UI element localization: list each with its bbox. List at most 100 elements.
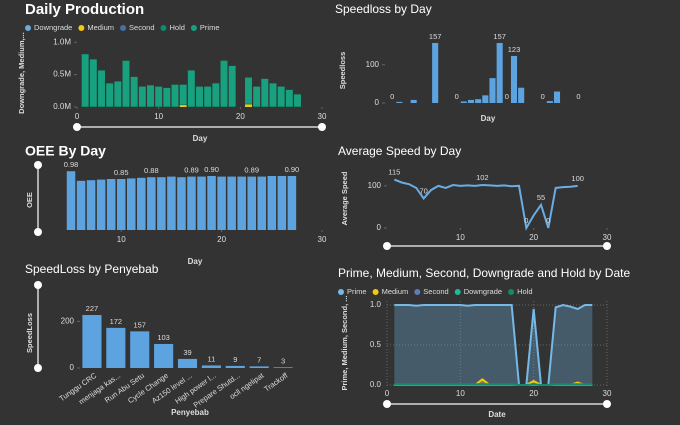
bar [212, 83, 220, 107]
data-label: 103 [157, 333, 170, 342]
data-label: 157 [133, 320, 146, 329]
data-label: 0 [576, 92, 580, 101]
bar [138, 106, 146, 107]
bar [228, 65, 236, 107]
slider[interactable] [383, 400, 611, 408]
bar [187, 176, 196, 230]
bar [207, 176, 216, 230]
bar [81, 54, 89, 107]
data-label: 3 [281, 356, 285, 365]
bar [489, 78, 496, 103]
y-axis-label: SpeedLoss [25, 313, 34, 353]
x-tick-label: 20 [529, 233, 538, 242]
bar [273, 367, 293, 368]
data-label: 70 [419, 186, 427, 195]
legend-marker [190, 25, 197, 31]
x-tick-label: 10 [154, 112, 163, 121]
x-tick-label: 20 [529, 389, 538, 398]
line [393, 178, 578, 231]
y-tick-label: 100 [366, 60, 380, 69]
y-tick-label: 0 [375, 98, 380, 107]
bar [287, 176, 297, 230]
bar [167, 176, 176, 230]
bar [171, 84, 179, 107]
bar [204, 86, 212, 107]
legend-label: Downgrade [464, 287, 502, 296]
data-label: 0.89 [184, 166, 199, 175]
chart-title: Average Speed by Day [338, 144, 461, 158]
data-label: 227 [86, 304, 99, 313]
slider[interactable] [383, 242, 611, 250]
bar [285, 89, 293, 107]
y-axis-label: Prime, Medium, Second, ... [340, 295, 349, 390]
bar [89, 59, 97, 107]
bar [467, 99, 475, 103]
bar [147, 177, 156, 230]
data-label: 0 [390, 92, 394, 101]
bar [86, 180, 96, 230]
bar [227, 176, 236, 230]
bar [546, 101, 553, 103]
bar [212, 106, 220, 107]
legend-label: Prime [200, 23, 220, 32]
data-label: 0.85 [114, 168, 129, 177]
data-label: 7 [257, 355, 261, 364]
bar [106, 106, 114, 107]
chart-title: Prime, Medium, Second, Downgrade and Hol… [338, 266, 630, 280]
bar [196, 106, 203, 107]
x-tick-label: 30 [318, 235, 327, 244]
bar [157, 177, 166, 230]
bar [201, 365, 221, 368]
bar [179, 84, 187, 105]
legend-label: Second [423, 287, 448, 296]
x-axis-label: Day [188, 257, 203, 266]
legend-label: Medium [87, 23, 114, 32]
bar [553, 91, 561, 103]
x-tick-label: 0 [385, 389, 390, 398]
data-label: 0.98 [64, 160, 79, 169]
chart-title: SpeedLoss by Penyebab [25, 262, 159, 276]
data-label: 0.89 [244, 166, 259, 175]
bar [220, 60, 228, 107]
bar [81, 106, 89, 107]
bar [496, 42, 503, 103]
bar [171, 106, 179, 107]
bar [179, 105, 187, 107]
bar [76, 180, 86, 230]
bar [163, 87, 171, 107]
bar [82, 315, 102, 368]
x-axis-label: Day [193, 134, 208, 143]
x-tick-label: 20 [236, 112, 245, 121]
area [394, 305, 593, 385]
slider[interactable] [34, 281, 42, 372]
x-axis-label: Penyebab [171, 408, 209, 417]
data-label: 0 [546, 216, 550, 225]
y-tick-label: 0 [70, 363, 75, 372]
bar [138, 86, 146, 107]
data-label: 9 [233, 355, 237, 364]
bar [510, 55, 518, 103]
line [394, 303, 593, 386]
bar [277, 106, 285, 107]
bar [66, 171, 76, 230]
y-axis-label: OEE [25, 192, 34, 208]
bar [187, 70, 195, 107]
bar [155, 86, 163, 107]
slider[interactable] [34, 161, 42, 236]
bar [518, 87, 525, 103]
bar [237, 176, 246, 230]
bar [482, 95, 489, 103]
bar [179, 104, 187, 106]
data-label: 123 [508, 45, 521, 54]
data-label: 157 [493, 32, 506, 41]
bar [126, 178, 136, 230]
legend-marker [120, 25, 127, 31]
bar [197, 176, 206, 230]
bar [116, 179, 126, 230]
bar [114, 81, 122, 107]
slider[interactable] [73, 123, 326, 131]
bar [155, 106, 163, 107]
legend-marker [78, 25, 85, 31]
x-tick-label: 0 [75, 112, 80, 121]
bar [245, 103, 252, 105]
